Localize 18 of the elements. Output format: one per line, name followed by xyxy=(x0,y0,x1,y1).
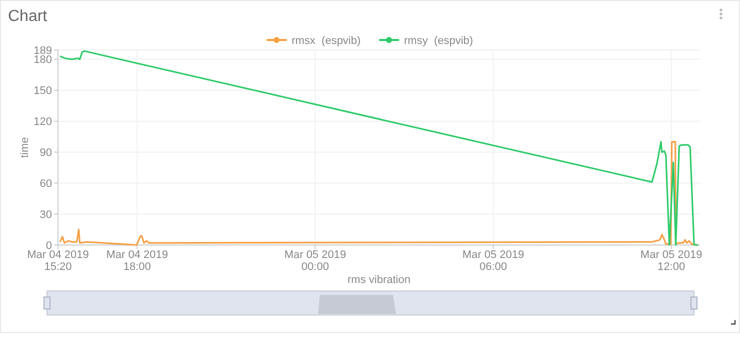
y-tick-label: 30 xyxy=(40,208,52,221)
chart-title: Chart xyxy=(8,8,48,25)
x-tick-label: Mar 04 2019 18:00 xyxy=(106,249,168,273)
legend-label: rmsx (espvib) xyxy=(292,34,361,47)
legend-label: rmsy (espvib) xyxy=(404,34,474,47)
y-tick-label: 120 xyxy=(34,116,52,128)
y-tick-label: 0 xyxy=(46,240,52,252)
x-axis-title: rms vibration xyxy=(348,274,410,286)
x-tick-label: Mar 04 2019 15:20 xyxy=(27,249,89,273)
y-axis-title: time xyxy=(19,137,31,158)
y-tick-label: 60 xyxy=(40,178,52,190)
x-tick-label: Mar 05 2019 12:00 xyxy=(640,249,702,273)
x-tick-label: Mar 05 2019 06:00 xyxy=(462,249,524,273)
y-tick-label: 90 xyxy=(40,146,52,159)
y-tick-label: 150 xyxy=(34,85,52,98)
x-tick-label: Mar 05 2019 00:00 xyxy=(284,249,346,273)
y-tick-label: 189 xyxy=(34,44,52,57)
y-tick-label: 180 xyxy=(34,54,52,66)
